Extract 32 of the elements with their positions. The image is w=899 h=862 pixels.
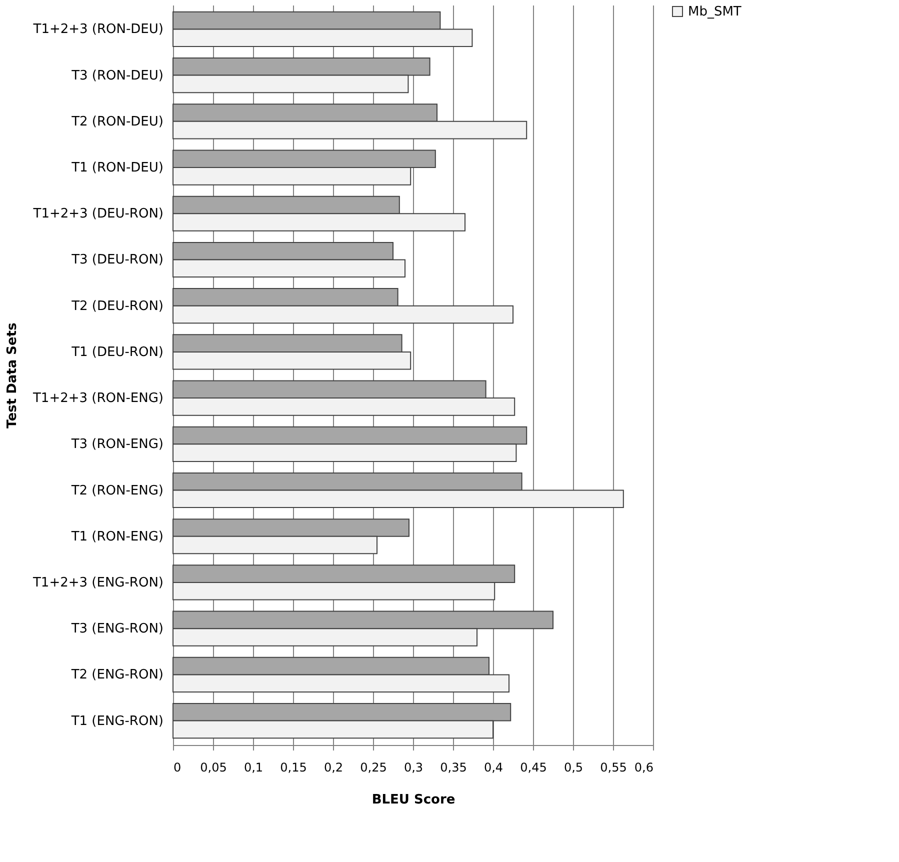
x-tick-label: 0,6 [634, 760, 654, 774]
x-tick-label: 0,45 [520, 760, 547, 774]
y-tick-label: T1+2+3 (RON-DEU) [32, 22, 164, 38]
x-tick-label: 0 [174, 760, 182, 774]
y-tick-label: T1 (RON-ENG) [70, 529, 164, 544]
y-tick-label: T3 (RON-ENG) [70, 437, 164, 452]
x-axis-title: BLEU Score [372, 792, 456, 808]
x-tick-label: 0,35 [440, 760, 467, 774]
y-tick-label: T1+2+3 (DEU-RON) [32, 206, 164, 222]
x-tick-label: 0,25 [360, 760, 387, 774]
y-tick-label: T3 (ENG-RON) [70, 622, 164, 637]
x-tick-label: 0,1 [244, 760, 264, 774]
y-axis-title: Test Data Sets [4, 322, 20, 428]
y-tick-label: T2 (RON-ENG) [70, 483, 164, 498]
y-tick-label: T2 (RON-DEU) [70, 114, 164, 130]
y-tick-label: T1+2+3 (ENG-RON) [32, 575, 164, 590]
x-tick-label: 0,4 [484, 760, 504, 774]
x-tick-label: 0,5 [564, 760, 584, 774]
y-tick-label: T3 (DEU-RON) [70, 252, 164, 268]
x-tick-label: 0,05 [200, 760, 227, 774]
y-tick-label: T1 (RON-DEU) [70, 160, 164, 176]
y-tick-label: T1 (DEU-RON) [70, 344, 164, 360]
y-tick-label: T2 (DEU-RON) [70, 298, 164, 314]
y-tick-label: T1 (ENG-RON) [70, 714, 164, 729]
y-tick-label: T2 (ENG-RON) [70, 668, 164, 683]
x-tick-label: 0,15 [280, 760, 307, 774]
x-tick-label: 0,55 [600, 760, 627, 774]
x-tick-label: 0,3 [404, 760, 424, 774]
legend-label: Mb_SMT [688, 4, 742, 20]
x-tick-label: 0,2 [324, 760, 344, 774]
y-tick-label: T1+2+3 (RON-ENG) [32, 391, 164, 406]
y-tick-label: T3 (RON-DEU) [70, 68, 164, 84]
